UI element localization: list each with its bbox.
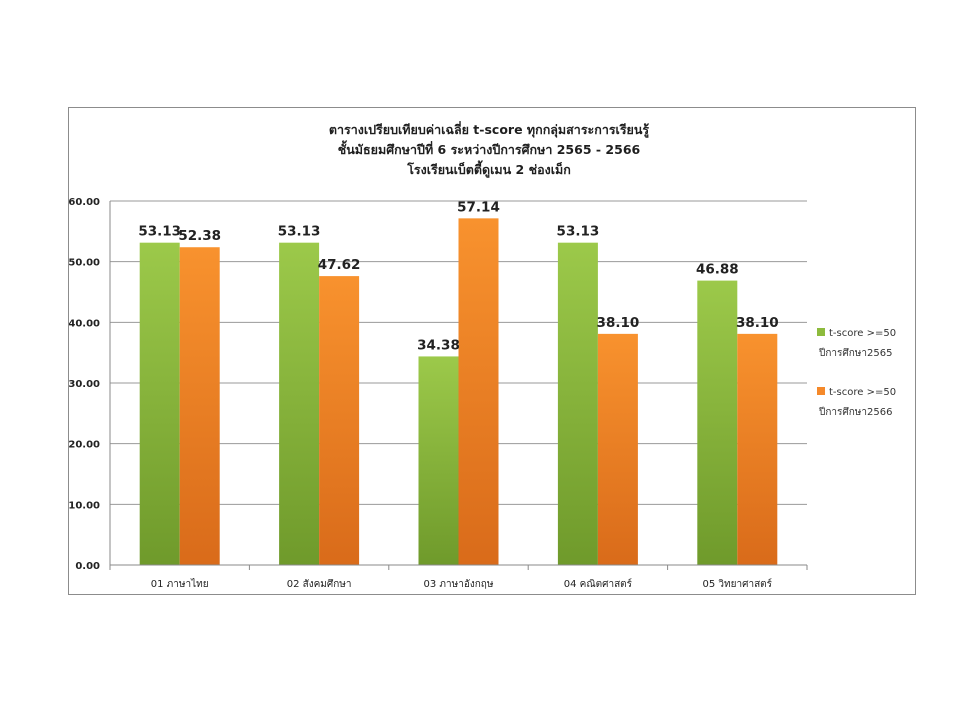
x-tick-label: 03 ภาษาอังกฤษ	[424, 579, 494, 590]
data-label: 46.88	[696, 262, 739, 278]
data-label: 57.14	[457, 199, 500, 215]
y-tick-label: 0.00	[75, 561, 100, 572]
legend-label: ปีการศึกษา2566	[818, 406, 892, 418]
chart-title-line-1: ตารางเปรียบเทียบค่าเฉลี่ย t-score ทุกกลุ…	[329, 121, 650, 138]
data-label: 53.13	[278, 224, 321, 240]
bar-2565	[279, 242, 320, 566]
legend-swatch	[817, 328, 825, 336]
data-label: 38.10	[736, 315, 779, 331]
y-tick-label: 30.00	[69, 379, 100, 390]
x-tick-label: 01 ภาษาไทย	[151, 578, 209, 590]
chart-svg: ตารางเปรียบเทียบค่าเฉลี่ย t-score ทุกกลุ…	[69, 121, 896, 590]
y-tick-label: 20.00	[69, 440, 100, 451]
bar-2566	[179, 247, 220, 565]
legend: t-score >=50 ปีการศึกษา2565 t-score >=50 ปี…	[817, 328, 896, 418]
y-tick-label: 50.00	[69, 258, 100, 269]
bar-2565	[557, 242, 598, 566]
legend-label: t-score >=50	[829, 387, 896, 398]
chart-title: ตารางเปรียบเทียบค่าเฉลี่ย t-score ทุกกลุ…	[329, 121, 650, 178]
data-label: 53.13	[138, 224, 181, 240]
legend-label: ปีการศึกษา2565	[818, 347, 892, 359]
bar-2566	[597, 333, 638, 565]
bar-2566	[319, 276, 360, 565]
y-tick-label: 40.00	[69, 318, 100, 329]
data-label: 38.10	[597, 315, 640, 331]
bar-2566	[458, 218, 499, 565]
data-label: 47.62	[318, 257, 361, 273]
x-tick-label: 05 วิทยาศาสตร์	[703, 578, 773, 590]
legend-label: t-score >=50	[829, 328, 896, 339]
bar-2565	[139, 242, 180, 566]
bar-2565	[697, 280, 738, 565]
chart-title-line-3: โรงเรียนเบ็ตตี้ดูเมน 2 ช่องเม็ก	[406, 160, 571, 178]
data-label: 52.38	[178, 228, 221, 244]
bar-2566	[737, 333, 778, 565]
x-tick-label: 04 คณิตศาสตร์	[564, 578, 633, 590]
data-label: 53.13	[557, 224, 600, 240]
legend-swatch	[817, 387, 825, 395]
bar-2565	[418, 356, 459, 565]
data-label: 34.38	[417, 337, 460, 353]
bars	[139, 218, 778, 566]
y-tick-label: 60.00	[69, 197, 100, 208]
chart-frame: ตารางเปรียบเทียบค่าเฉลี่ย t-score ทุกกลุ…	[68, 107, 916, 595]
y-tick-label: 10.00	[69, 500, 100, 511]
axes: 0.00 10.00 20.00 30.00 40.00 50.00 60.00 01 ภาษ…	[69, 197, 808, 590]
x-tick-label: 02 สังคมศึกษา	[287, 578, 352, 590]
chart-title-line-2: ชั้นมัธยมศึกษาปีที่ 6 ระหว่างปีการศึกษา …	[338, 140, 641, 157]
